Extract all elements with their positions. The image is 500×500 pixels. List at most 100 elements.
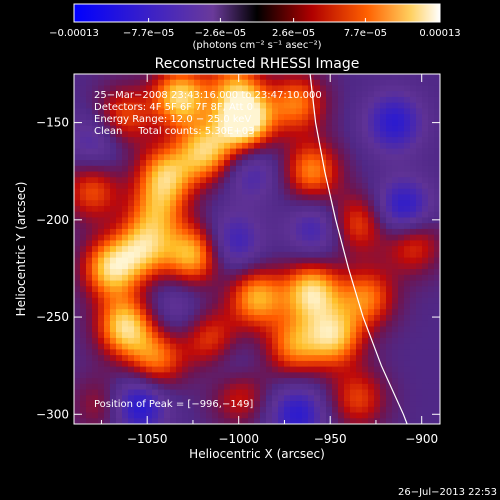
heatmap-pixel [92, 418, 99, 424]
heatmap-pixel [434, 102, 440, 109]
heatmap-pixel [392, 188, 399, 195]
heatmap-pixel [326, 119, 333, 127]
heatmap-pixel [314, 240, 321, 247]
heatmap-pixel [308, 171, 315, 178]
heatmap-pixel [182, 257, 189, 264]
heatmap-pixel [272, 406, 279, 413]
heatmap-pixel [422, 240, 429, 247]
heatmap-pixel [134, 108, 141, 115]
heatmap-pixel [86, 286, 93, 293]
heatmap-pixel [416, 85, 423, 92]
heatmap-pixel [164, 320, 171, 327]
heatmap-pixel [332, 349, 339, 356]
heatmap-pixel [326, 102, 333, 109]
heatmap-pixel [104, 326, 111, 333]
heatmap-pixel [332, 326, 339, 333]
heatmap-pixel [230, 165, 237, 172]
heatmap-pixel [230, 263, 237, 270]
heatmap-pixel [260, 131, 267, 138]
heatmap-pixel [278, 74, 285, 81]
heatmap-pixel [92, 142, 99, 149]
heatmap-pixel [92, 223, 99, 230]
heatmap-pixel [164, 142, 171, 149]
heatmap-pixel [350, 102, 357, 109]
heatmap-pixel [380, 160, 387, 167]
heatmap-pixel [248, 188, 255, 195]
heatmap-pixel [224, 160, 231, 167]
heatmap-pixel [260, 96, 267, 104]
heatmap-pixel [266, 274, 273, 281]
heatmap-pixel [392, 142, 399, 149]
heatmap-pixel [320, 286, 327, 293]
heatmap-pixel [338, 314, 345, 322]
heatmap-pixel [290, 108, 297, 115]
heatmap-pixel [134, 412, 141, 419]
heatmap-pixel [170, 372, 177, 379]
heatmap-pixel [206, 406, 213, 413]
heatmap-pixel [98, 309, 105, 316]
heatmap-pixel [116, 297, 123, 304]
heatmap-pixel [200, 137, 207, 144]
heatmap-pixel [122, 165, 129, 172]
heatmap-pixel [254, 292, 261, 299]
heatmap-pixel [182, 217, 189, 224]
heatmap-pixel [434, 269, 440, 276]
heatmap-pixel [254, 137, 261, 144]
heatmap-pixel [386, 154, 393, 161]
heatmap-pixel [170, 320, 177, 327]
heatmap-pixel [92, 401, 99, 408]
heatmap-pixel [290, 154, 297, 161]
heatmap-pixel [152, 108, 159, 115]
heatmap-pixel [428, 274, 435, 281]
heatmap-pixel [122, 378, 129, 385]
heatmap-pixel [284, 343, 291, 350]
heatmap-pixel [230, 389, 237, 396]
heatmap-pixel [104, 297, 111, 304]
heatmap-pixel [140, 200, 147, 207]
heatmap-pixel [296, 171, 303, 178]
heatmap-pixel [248, 286, 255, 293]
heatmap-pixel [122, 269, 129, 276]
heatmap-pixel [218, 314, 225, 322]
heatmap-pixel [332, 251, 339, 259]
heatmap-pixel [110, 314, 117, 322]
heatmap-pixel [356, 326, 363, 333]
heatmap-pixel [248, 119, 255, 127]
heatmap-pixel [116, 274, 123, 281]
heatmap-pixel [266, 205, 273, 213]
heatmap-pixel [302, 96, 309, 104]
heatmap-pixel [344, 165, 351, 172]
heatmap-pixel [332, 320, 339, 327]
heatmap-pixel [434, 177, 440, 184]
heatmap-pixel [86, 251, 93, 259]
heatmap-pixel [92, 303, 99, 310]
heatmap-pixel [308, 114, 315, 121]
heatmap-pixel [110, 125, 117, 132]
heatmap-pixel [188, 148, 195, 155]
heatmap-pixel [146, 131, 153, 138]
heatmap-pixel [392, 418, 399, 424]
heatmap-pixel [74, 326, 81, 333]
heatmap-pixel [362, 360, 369, 368]
heatmap-pixel [218, 228, 225, 236]
heatmap-pixel [260, 274, 267, 281]
heatmap-pixel [74, 395, 81, 402]
heatmap-pixel [194, 401, 201, 408]
heatmap-pixel [236, 211, 243, 218]
heatmap-pixel [368, 217, 375, 224]
heatmap-pixel [86, 165, 93, 172]
heatmap-pixel [170, 360, 177, 368]
heatmap-pixel [242, 188, 249, 195]
heatmap-pixel [200, 188, 207, 195]
heatmap-pixel [332, 257, 339, 264]
heatmap-pixel [146, 165, 153, 172]
heatmap-pixel [74, 297, 81, 304]
heatmap-pixel [224, 148, 231, 155]
heatmap-pixel [176, 125, 183, 132]
heatmap-pixel [266, 366, 273, 373]
heatmap-pixel [308, 257, 315, 264]
heatmap-pixel [110, 372, 117, 379]
heatmap-pixel [428, 211, 435, 218]
heatmap-pixel [92, 217, 99, 224]
heatmap-pixel [128, 349, 135, 356]
